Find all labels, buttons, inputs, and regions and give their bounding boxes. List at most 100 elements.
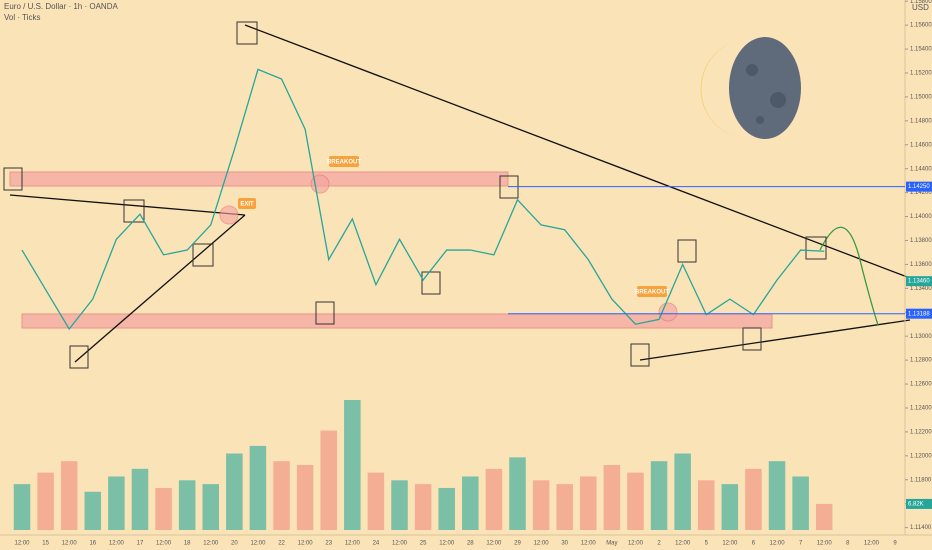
price-tag (906, 181, 932, 192)
y-tick-label: 1.13400 (910, 286, 932, 292)
x-tick-label: 12:00 (250, 541, 266, 547)
volume-bar (792, 476, 809, 530)
x-tick-label: 12:00 (345, 541, 361, 547)
x-tick-label: 12:00 (722, 541, 738, 547)
y-tick-label: 1.15600 (910, 23, 932, 29)
volume-bar (721, 484, 739, 530)
x-tick-label: 16 (89, 541, 96, 547)
y-tick-label: 1.12600 (910, 382, 932, 388)
price-tag-label: 1.13188 (908, 311, 930, 317)
volume-tag (906, 498, 932, 509)
x-tick-label: May (606, 541, 617, 547)
y-tick-label: 1.13800 (910, 238, 932, 244)
volume-bar (131, 468, 149, 530)
y-tick-label: 1.12000 (910, 453, 932, 459)
volume-bar (627, 472, 644, 530)
price-tag-label: 1.14250 (908, 184, 930, 190)
volume-bar (768, 461, 786, 530)
volume-bar (509, 457, 526, 530)
volume-bar (178, 480, 196, 530)
volume-bar (650, 461, 668, 530)
x-tick-label: 25 (420, 541, 427, 547)
annotation: EXIT (240, 202, 254, 208)
y-tick-label: 1.14600 (910, 142, 932, 148)
volume-bar (674, 453, 691, 530)
y-tick-label: 1.14400 (910, 166, 932, 172)
volume-bar (202, 484, 220, 530)
price-tag-label: 1.13460 (908, 279, 930, 285)
x-tick-label: 9 (893, 541, 897, 547)
annotation: BREAKOUT (327, 160, 361, 166)
x-tick-label: 30 (561, 541, 568, 547)
volume-bar (580, 476, 597, 530)
volume-bar (697, 480, 715, 530)
x-tick-label: 17 (137, 541, 144, 547)
x-tick-label: 20 (231, 541, 238, 547)
x-tick-label: 12:00 (298, 541, 314, 547)
chart-title: Euro / U.S. Dollar · 1h · OANDA (4, 2, 118, 11)
subtitle: Vol · Ticks (4, 13, 40, 22)
y-tick-label: 1.14000 (910, 214, 932, 220)
x-tick-label: 12:00 (486, 541, 502, 547)
volume-bar (108, 476, 125, 530)
price-line (21, 68, 825, 331)
x-tick-label: 22 (278, 541, 285, 547)
annotation: BREAKOUT (635, 290, 669, 296)
x-tick-label: 5 (705, 541, 709, 547)
volume-bar (84, 491, 102, 530)
y-tick-label: 1.15800 (910, 0, 932, 5)
x-tick-label: 12:00 (770, 541, 786, 547)
x-tick-label: 12:00 (62, 541, 78, 547)
x-tick-label: 7 (799, 541, 803, 547)
volume-bar (13, 484, 31, 530)
y-tick-label: 1.14800 (910, 118, 932, 124)
currency: USD (912, 3, 929, 12)
y-tick-label: 1.13600 (910, 262, 932, 268)
volume-bar (414, 484, 432, 530)
volume-bar (367, 472, 385, 530)
x-tick-label: 12:00 (14, 541, 30, 547)
volume-bar (462, 476, 479, 530)
x-tick-label: 29 (514, 541, 521, 547)
volume-bar (320, 430, 337, 530)
x-tick-label: 12:00 (675, 541, 691, 547)
y-tick-label: 1.11400 (910, 525, 932, 531)
y-tick-label: 1.15200 (910, 71, 932, 77)
y-tick-label: 1.12200 (910, 429, 932, 435)
y-tick-label: 1.13000 (910, 334, 932, 340)
y-tick-label: 1.11800 (910, 477, 932, 483)
volume-tag-label: 6.82K (908, 502, 924, 508)
volume-bar (296, 465, 314, 530)
volume-bar (485, 468, 503, 530)
x-tick-label: 12:00 (109, 541, 125, 547)
y-tick-label: 1.12400 (910, 406, 932, 412)
y-tick-label: 1.12800 (910, 358, 932, 364)
x-tick-label: 24 (373, 541, 380, 547)
volume-bar (815, 503, 833, 530)
volume-bar (273, 461, 290, 530)
volume-bar (556, 484, 573, 530)
volume-bar (532, 480, 550, 530)
volume-bar (155, 487, 172, 530)
drawings (3, 21, 911, 369)
x-tick-label: 12:00 (581, 541, 597, 547)
volume-bar (438, 487, 455, 530)
x-tick-label: 23 (325, 541, 332, 547)
price-tag (906, 308, 932, 319)
x-tick-label: 12:00 (203, 541, 219, 547)
x-tick-label: 12:00 (628, 541, 644, 547)
x-tick-label: 12:00 (156, 541, 172, 547)
volume-bar (226, 453, 243, 530)
y-tick-label: 1.15400 (910, 47, 932, 53)
x-tick-label: 12:00 (392, 541, 408, 547)
x-tick-label: 18 (184, 541, 191, 547)
volume-bar (391, 480, 408, 530)
y-tick-label: 1.15000 (910, 94, 932, 100)
volume-bar (745, 468, 762, 530)
x-tick-label: 28 (467, 541, 474, 547)
x-tick-label: 12:00 (864, 541, 880, 547)
volume-bar (603, 465, 621, 530)
volume-bar (37, 472, 54, 530)
x-tick-label: 12:00 (534, 541, 550, 547)
